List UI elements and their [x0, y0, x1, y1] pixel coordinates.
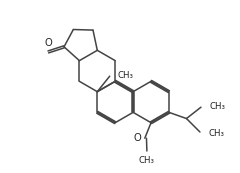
Text: O: O — [134, 133, 142, 143]
Text: CH₃: CH₃ — [118, 71, 134, 80]
Text: CH₃: CH₃ — [210, 102, 226, 111]
Text: O: O — [44, 38, 52, 48]
Text: CH₃: CH₃ — [139, 156, 155, 165]
Text: CH₃: CH₃ — [209, 129, 225, 138]
